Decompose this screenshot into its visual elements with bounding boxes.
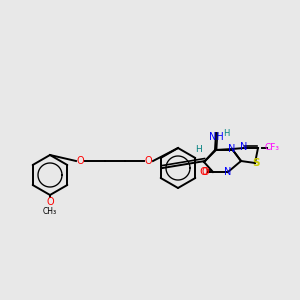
Text: O: O <box>46 197 54 207</box>
Text: N: N <box>224 167 232 177</box>
Text: NH: NH <box>208 132 224 142</box>
Text: S: S <box>252 158 260 168</box>
Text: N: N <box>240 142 248 152</box>
Text: O: O <box>144 156 152 166</box>
Text: O: O <box>199 167 207 177</box>
Text: CH₃: CH₃ <box>43 206 57 215</box>
Text: N: N <box>228 144 236 154</box>
Text: O: O <box>201 167 209 177</box>
Text: O: O <box>76 156 84 166</box>
Text: H: H <box>195 146 201 154</box>
Text: CF₃: CF₃ <box>265 143 280 152</box>
Text: H: H <box>223 128 229 137</box>
